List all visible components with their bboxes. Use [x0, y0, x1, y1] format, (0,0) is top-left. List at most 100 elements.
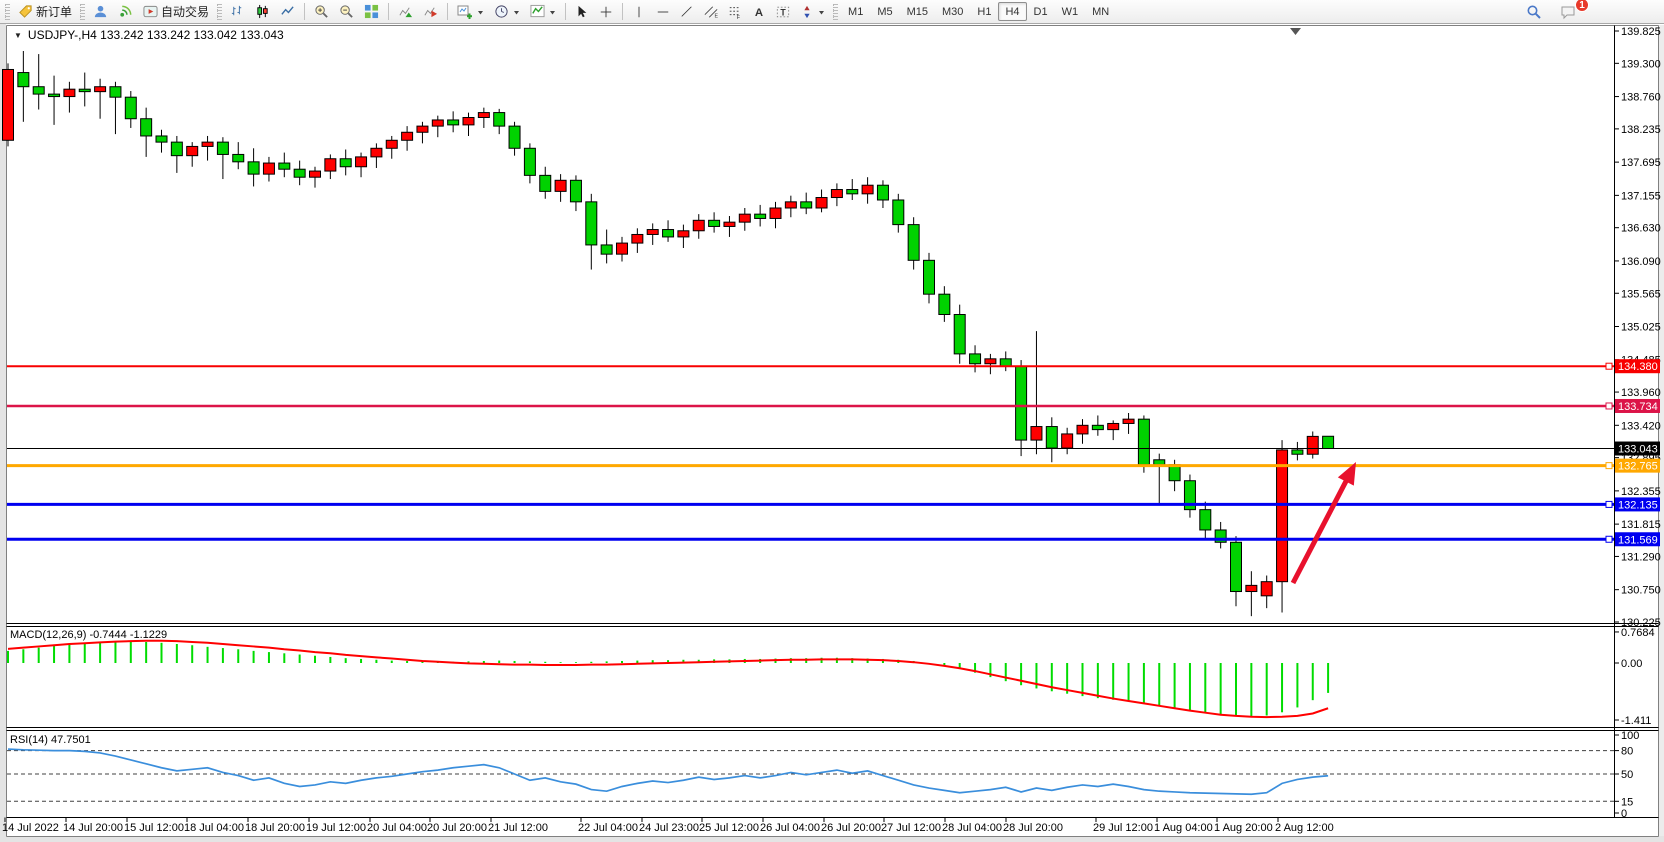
- candle-body: [738, 213, 751, 223]
- price-axis-label: 137.155: [1621, 190, 1661, 202]
- tile-windows-button[interactable]: [359, 2, 384, 22]
- text-label-tool-button[interactable]: T: [771, 2, 795, 22]
- toolbar-grip[interactable]: [833, 3, 839, 20]
- time-axis-label: 1 Aug 20:00: [1214, 822, 1273, 834]
- time-axis-label: 28 Jul 20:00: [1003, 822, 1063, 834]
- zoom-out-icon: [340, 5, 353, 18]
- vertical-line-tool-button[interactable]: [627, 2, 651, 22]
- svg-text:E: E: [715, 13, 719, 19]
- timeframe-mn-button[interactable]: MN: [1092, 5, 1110, 18]
- line-handle-marker: [1605, 402, 1613, 410]
- bar-chart-mode-button[interactable]: [225, 2, 250, 22]
- timeframe-d1-button[interactable]: D1: [1033, 5, 1048, 18]
- left-window-edge: [0, 24, 6, 842]
- candle-body: [830, 189, 843, 199]
- zoom-in-button[interactable]: [309, 2, 334, 22]
- candle-body: [677, 230, 690, 238]
- candle-body: [769, 207, 782, 219]
- candle-body: [186, 145, 199, 157]
- text-icon: A: [755, 6, 763, 18]
- price-tag-label: 132.135: [1618, 499, 1658, 511]
- auto-scroll-icon: [399, 7, 413, 18]
- candle-body: [631, 233, 644, 244]
- new-order-button[interactable]: 新订单: [13, 2, 77, 22]
- candlestick-mode-button[interactable]: [250, 2, 275, 22]
- arrows-tool-button[interactable]: [795, 2, 830, 22]
- periods-button[interactable]: [489, 2, 525, 22]
- auto-trading-button[interactable]: 自动交易: [138, 2, 214, 22]
- time-axis-label: 27 Jul 12:00: [881, 822, 941, 834]
- candle-body: [1230, 541, 1242, 593]
- timeframe-m15-button[interactable]: M15: [906, 5, 928, 18]
- new-order-label: 新订单: [36, 5, 73, 19]
- line-handle-marker: [1605, 500, 1613, 508]
- timeframe-w1-button[interactable]: W1: [1061, 5, 1079, 18]
- channel-tool-button[interactable]: E: [699, 2, 723, 22]
- notifications-button[interactable]: 1: [1555, 0, 1589, 22]
- candle-body: [800, 201, 813, 209]
- crosshair-tool-button[interactable]: [594, 2, 618, 22]
- chevron-down-icon: [478, 10, 484, 14]
- cursor-tool-button[interactable]: [570, 2, 594, 22]
- chart-background: [0, 24, 1664, 842]
- candle-body: [309, 170, 321, 178]
- candle-body: [493, 112, 506, 127]
- candlestick-icon: [257, 4, 268, 19]
- time-axis-label: 24 Jul 23:00: [639, 822, 699, 834]
- candle-body: [616, 242, 628, 255]
- horizontal-line-tool-button[interactable]: [651, 2, 675, 22]
- auto-scroll-button[interactable]: [393, 2, 418, 22]
- new-chart-button[interactable]: [452, 2, 489, 22]
- candle-body: [1214, 529, 1227, 543]
- price-tag-label: 133.043: [1618, 444, 1658, 456]
- macd-label: MACD(12,26,9) -0.7444 -1.1229: [10, 629, 167, 641]
- line-chart-mode-button[interactable]: [275, 2, 300, 22]
- indicators-button[interactable]: [525, 2, 561, 22]
- time-axis-label: 26 Jul 20:00: [821, 822, 881, 834]
- candle-body: [815, 197, 828, 209]
- candle-body: [355, 156, 368, 168]
- rsi-axis-label: 50: [1621, 769, 1633, 781]
- candle-body: [109, 86, 122, 98]
- candle-body: [646, 229, 659, 235]
- toolbar-grip[interactable]: [5, 3, 10, 20]
- fibonacci-tool-button[interactable]: F: [723, 2, 747, 22]
- auto-trading-icon: [143, 5, 158, 18]
- timeframe-m5-button[interactable]: M5: [877, 5, 893, 18]
- line-handle-marker: [1605, 462, 1613, 470]
- signals-button[interactable]: [113, 2, 138, 22]
- price-axis-label: 138.235: [1621, 124, 1661, 136]
- candle-body: [278, 162, 291, 170]
- candle-body: [662, 229, 675, 238]
- candle-body: [569, 179, 582, 203]
- timeframe-m30-button[interactable]: M30: [942, 5, 964, 18]
- candle-body: [708, 219, 721, 227]
- trendline-tool-button[interactable]: [675, 2, 699, 22]
- clock-icon: [495, 5, 508, 18]
- rsi-axis-label: 0: [1621, 808, 1627, 820]
- candle-body: [723, 221, 736, 227]
- community-button[interactable]: [88, 2, 113, 22]
- candle-body: [1245, 584, 1258, 593]
- chart-shift-button[interactable]: [418, 2, 443, 22]
- zoom-out-button[interactable]: [334, 2, 359, 22]
- time-axis-label: 1 Aug 04:00: [1154, 822, 1213, 834]
- cursor-arrow-icon: [578, 5, 587, 17]
- candle-body: [293, 168, 306, 178]
- search-button[interactable]: [1521, 2, 1547, 22]
- one-click-trading-toggle-icon[interactable]: ▼: [14, 30, 22, 40]
- text-tool-button[interactable]: A: [747, 2, 771, 22]
- timeframe-m1-button[interactable]: M1: [848, 5, 864, 18]
- toolbar-grip[interactable]: [80, 3, 86, 20]
- toolbar-grip[interactable]: [217, 3, 223, 20]
- time-axis-label: 25 Jul 12:00: [699, 822, 759, 834]
- timeframe-h4-button[interactable]: H4: [998, 2, 1027, 21]
- price-axis-label: 137.695: [1621, 157, 1661, 169]
- macd-axis-label: 0.7684: [1621, 627, 1655, 639]
- auto-trading-label: 自动交易: [161, 5, 210, 19]
- candle-body: [892, 199, 905, 226]
- svg-text:F: F: [737, 15, 740, 19]
- timeframe-h1-button[interactable]: H1: [977, 5, 992, 18]
